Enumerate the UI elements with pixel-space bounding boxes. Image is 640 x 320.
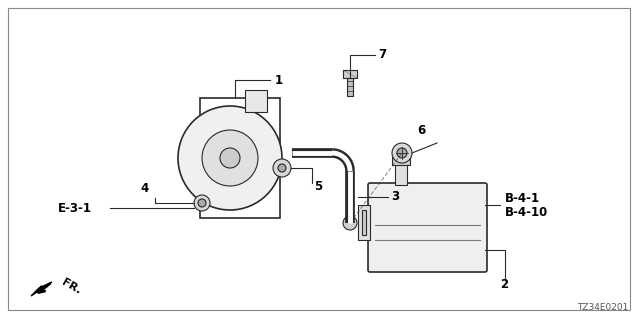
Text: 2: 2 — [500, 277, 508, 291]
Bar — [245, 90, 267, 112]
Bar — [392, 157, 410, 165]
Text: B-4-1: B-4-1 — [505, 191, 540, 204]
Text: 3: 3 — [391, 190, 399, 204]
FancyBboxPatch shape — [368, 183, 487, 272]
Text: TZ34E0201: TZ34E0201 — [577, 303, 628, 313]
Circle shape — [220, 148, 240, 168]
Circle shape — [392, 143, 412, 163]
Text: FR.: FR. — [60, 277, 83, 296]
Polygon shape — [31, 282, 52, 296]
Circle shape — [343, 216, 357, 230]
Text: B-4-10: B-4-10 — [505, 205, 548, 219]
Circle shape — [397, 148, 407, 158]
Text: 6: 6 — [417, 124, 425, 138]
Bar — [343, 70, 357, 78]
Circle shape — [278, 164, 286, 172]
Text: 7: 7 — [378, 49, 386, 61]
Text: E-3-1: E-3-1 — [58, 202, 92, 214]
Text: 1: 1 — [275, 74, 283, 86]
Bar — [362, 210, 366, 235]
Bar — [347, 78, 353, 96]
Circle shape — [273, 159, 291, 177]
Circle shape — [178, 106, 282, 210]
Circle shape — [202, 130, 258, 186]
Bar — [395, 163, 407, 185]
Text: 4: 4 — [140, 182, 148, 196]
Bar — [200, 98, 280, 218]
Text: 5: 5 — [314, 180, 323, 193]
Bar — [358, 205, 370, 240]
Circle shape — [198, 199, 206, 207]
Circle shape — [194, 195, 210, 211]
